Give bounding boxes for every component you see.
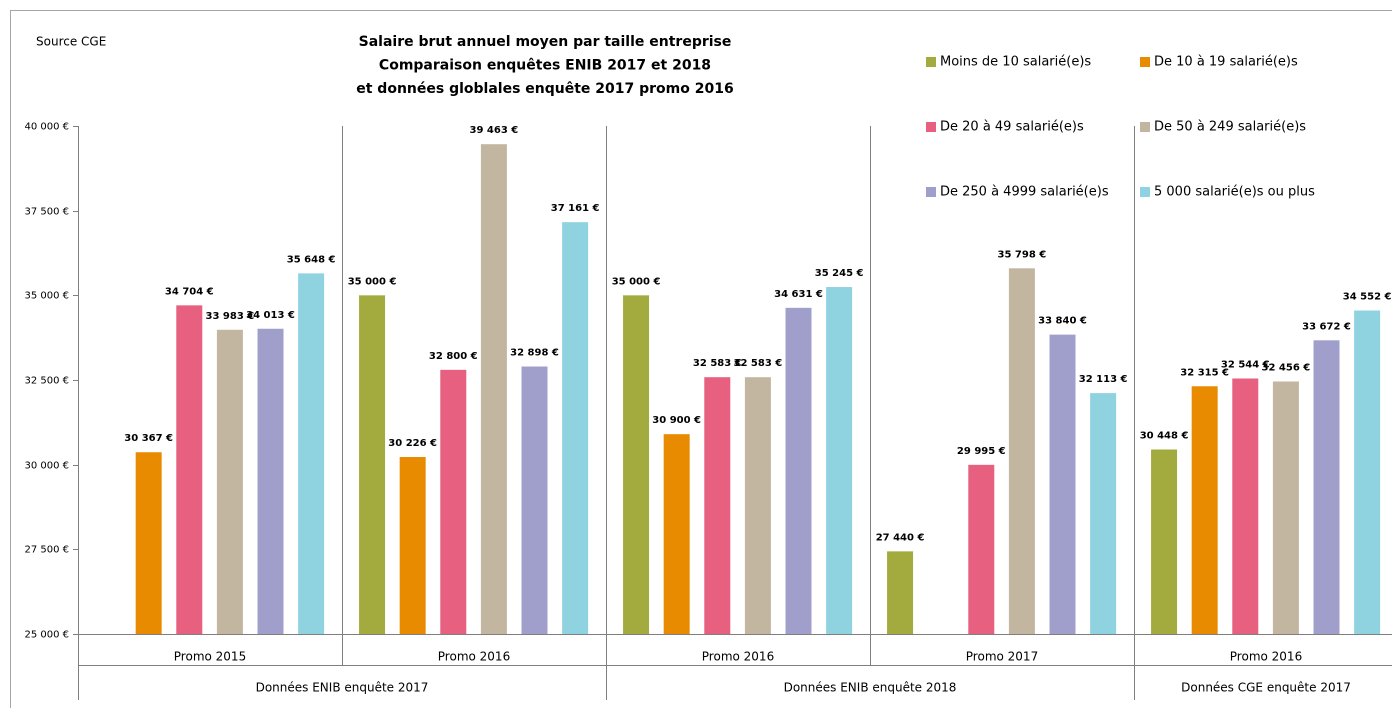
bar — [1354, 310, 1381, 634]
value-label: 32 898 € — [510, 348, 559, 359]
y-tick-label: 25 000 € — [24, 630, 69, 641]
legend-swatch — [1140, 122, 1150, 132]
legend-swatch — [926, 187, 936, 197]
bar — [257, 328, 284, 634]
y-tick-label: 40 000 € — [24, 122, 69, 133]
bar — [521, 366, 548, 634]
bar — [1049, 334, 1076, 634]
bar — [785, 307, 812, 634]
legend-swatch — [926, 122, 936, 132]
value-label: 37 161 € — [551, 203, 600, 214]
legend-swatch — [1140, 187, 1150, 197]
source: Source CGE — [36, 35, 106, 49]
value-label: 34 631 € — [774, 289, 823, 300]
y-tick-label: 35 000 € — [24, 291, 69, 302]
value-label: 33 983 € — [206, 311, 255, 322]
value-label: 34 704 € — [165, 286, 214, 297]
value-label: 30 367 € — [124, 433, 173, 444]
y-tick-label: 32 500 € — [24, 376, 69, 387]
x-tick-label: Promo 2016 — [438, 650, 510, 664]
value-label: 34 552 € — [1343, 292, 1392, 303]
group-label: Données CGE enquête 2017 — [1181, 681, 1351, 695]
value-label: 35 798 € — [998, 249, 1047, 260]
bar — [704, 377, 731, 634]
x-tick-label: Promo 2016 — [1230, 650, 1302, 664]
chart-title: Salaire brut annuel moyen par taille ent… — [359, 34, 732, 50]
bar — [1191, 386, 1218, 634]
value-label: 39 463 € — [470, 125, 519, 136]
value-label: 32 583 € — [693, 358, 742, 369]
bar — [135, 452, 162, 634]
value-label: 30 448 € — [1140, 430, 1189, 441]
value-label: 35 000 € — [612, 276, 661, 287]
legend-swatch — [926, 57, 936, 67]
legend-label: Moins de 10 salarié(e)s — [940, 55, 1091, 70]
value-label: 30 900 € — [652, 415, 701, 426]
value-label: 35 000 € — [348, 276, 397, 287]
value-label: 33 672 € — [1302, 321, 1351, 332]
bar — [1090, 393, 1117, 634]
bar — [1008, 268, 1035, 634]
legend-label: De 20 à 49 salarié(e)s — [940, 120, 1084, 135]
value-label: 34 013 € — [246, 310, 295, 321]
value-label: 35 245 € — [815, 268, 864, 279]
legend-label: De 10 à 19 salarié(e)s — [1154, 55, 1298, 70]
bar — [1151, 449, 1178, 634]
legend-label: 5 000 salarié(e)s ou plus — [1154, 185, 1315, 200]
bar — [968, 464, 995, 634]
bar — [826, 287, 853, 634]
bar — [399, 457, 426, 634]
value-label: 35 648 € — [287, 254, 336, 265]
y-tick-label: 30 000 € — [24, 461, 69, 472]
bar — [1313, 340, 1340, 634]
bar — [1272, 381, 1299, 634]
value-label: 32 583 € — [734, 358, 783, 369]
legend-label: De 250 à 4999 salarié(e)s — [940, 185, 1109, 200]
bar — [623, 295, 650, 634]
value-label: 30 226 € — [388, 438, 437, 449]
value-label: 32 113 € — [1079, 374, 1128, 385]
legend-label: De 50 à 249 salarié(e)s — [1154, 120, 1306, 135]
legend-swatch — [1140, 57, 1150, 67]
value-label: 32 456 € — [1262, 362, 1311, 373]
chart-border — [10, 10, 1392, 708]
bar — [359, 295, 386, 634]
y-tick-label: 27 500 € — [24, 545, 69, 556]
value-label: 32 544 € — [1221, 360, 1270, 371]
bar — [440, 369, 467, 634]
bar — [216, 329, 243, 634]
x-tick-label: Promo 2016 — [702, 650, 774, 664]
y-tick-label: 37 500 € — [24, 207, 69, 218]
bar — [298, 273, 325, 634]
group-label: Données ENIB enquête 2017 — [256, 681, 429, 695]
group-label: Données ENIB enquête 2018 — [784, 681, 957, 695]
bar — [663, 434, 690, 634]
value-label: 29 995 € — [957, 446, 1006, 457]
bar — [480, 144, 507, 634]
bar — [744, 377, 771, 634]
value-label: 32 800 € — [429, 351, 478, 362]
chart-title: et données globlales enquête 2017 promo … — [356, 81, 733, 97]
bar — [562, 222, 589, 634]
bar — [1232, 378, 1259, 634]
bar — [176, 305, 203, 634]
value-label: 27 440 € — [876, 532, 925, 543]
x-tick-label: Promo 2015 — [174, 650, 246, 664]
bar — [887, 551, 914, 634]
chart-title: Comparaison enquêtes ENIB 2017 et 2018 — [379, 58, 711, 74]
value-label: 32 315 € — [1180, 367, 1229, 378]
value-label: 33 840 € — [1038, 316, 1087, 327]
x-tick-label: Promo 2017 — [966, 650, 1038, 664]
